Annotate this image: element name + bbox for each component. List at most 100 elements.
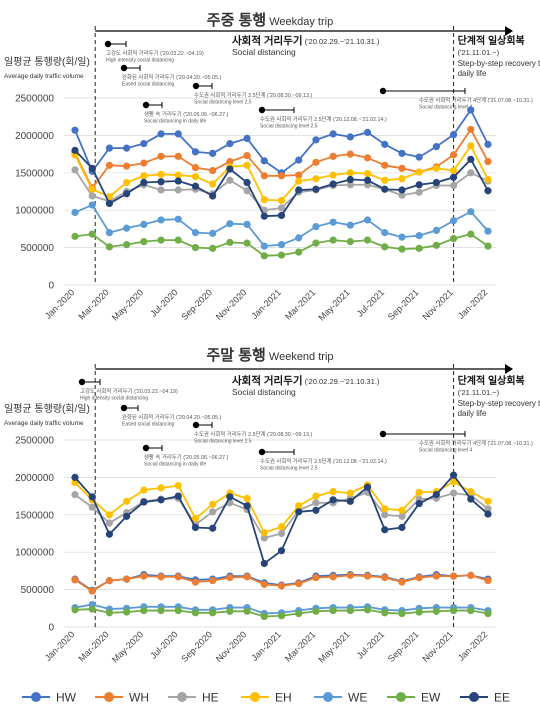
arrowhead bbox=[505, 26, 513, 36]
title-en: Weekend trip bbox=[266, 351, 334, 363]
x-tick-label: Sep-2020 bbox=[179, 629, 214, 664]
data-point-HE bbox=[157, 186, 165, 194]
data-point-EW bbox=[415, 608, 423, 616]
period-label: 수도권 사회적 거리두기 4단계 ('21.07.08.~10.31.) bbox=[419, 96, 533, 104]
data-point-HW bbox=[398, 149, 406, 157]
data-point-EW bbox=[467, 606, 475, 615]
chart-weekday: 주중 통행 Weekday trip 일평균 통행량(회/일) Average da… bbox=[4, 12, 540, 323]
data-point-WE bbox=[105, 229, 114, 237]
data-point-WE bbox=[277, 241, 286, 249]
data-point-HW bbox=[71, 126, 79, 134]
data-point-HW bbox=[381, 140, 389, 148]
data-point-HE bbox=[277, 529, 286, 538]
x-tick-label: Jan-2022 bbox=[456, 629, 490, 663]
data-point-EW bbox=[260, 252, 268, 260]
data-point-EE bbox=[295, 508, 303, 516]
data-point-WH bbox=[209, 166, 217, 175]
data-point-WH bbox=[88, 587, 96, 595]
legend-marker bbox=[250, 692, 260, 702]
data-point-EW bbox=[174, 236, 182, 244]
data-point-EW bbox=[88, 605, 96, 613]
period-label: 완화된 사회적 거리두기 ('20.04.20.~05.05.) bbox=[122, 73, 222, 81]
data-point-EH bbox=[312, 492, 320, 500]
data-point-WH bbox=[209, 577, 217, 585]
data-point-WH bbox=[243, 151, 251, 160]
y-axis-label: 일평균 통행량(회/일) bbox=[4, 403, 90, 415]
period-label-en: Social distancing in daily life bbox=[144, 119, 206, 125]
y-tick-label: 2500000 bbox=[15, 436, 54, 447]
period-label: 완화된 사회적 거리두기 ('20.04.20.~05.05.) bbox=[122, 413, 222, 421]
data-point-HE bbox=[88, 503, 96, 511]
data-point-WH bbox=[260, 580, 268, 588]
data-point-WH bbox=[295, 580, 303, 588]
data-point-EE bbox=[71, 146, 79, 154]
data-point-WE bbox=[260, 242, 268, 250]
title-ko: 주말 통행 bbox=[206, 346, 265, 364]
data-point-HW bbox=[312, 136, 320, 144]
data-point-EW bbox=[277, 251, 286, 259]
legend-marker bbox=[469, 692, 479, 702]
x-tick-label: Mar-2021 bbox=[283, 629, 317, 663]
data-point-EW bbox=[346, 606, 354, 615]
data-point-HE bbox=[88, 192, 96, 200]
legend-label: WE bbox=[348, 691, 367, 705]
data-point-HW bbox=[123, 144, 131, 152]
x-tick-label: Jan-2022 bbox=[456, 287, 490, 321]
data-point-EW bbox=[123, 241, 131, 249]
annotation-recovery-en: Step-by-step recovery to bbox=[458, 59, 540, 68]
data-point-HE bbox=[71, 166, 79, 174]
data-point-EW bbox=[209, 244, 217, 252]
data-point-HE bbox=[226, 176, 234, 184]
data-point-WE bbox=[346, 221, 354, 229]
data-point-EW bbox=[312, 239, 320, 247]
period-label: 수도권 사회적 거리두기 2.5단계 ('20.08.30.~09.13.) bbox=[194, 430, 312, 438]
data-point-EE bbox=[329, 496, 337, 504]
data-point-HW bbox=[449, 131, 458, 139]
y-tick-label: 1000000 bbox=[15, 206, 54, 217]
data-point-EW bbox=[295, 609, 303, 618]
data-point-EE bbox=[415, 181, 423, 189]
data-point-EW bbox=[191, 244, 200, 252]
x-tick-label: Nov-2021 bbox=[420, 287, 455, 322]
data-point-EW bbox=[105, 243, 114, 251]
data-point-WH bbox=[277, 582, 286, 590]
x-tick-label: Sep-2021 bbox=[386, 287, 421, 322]
x-tick-label: Nov-2021 bbox=[420, 629, 455, 664]
data-point-EH bbox=[209, 500, 217, 508]
period-label: 생활 속 거리두기 ('20.05.06.~06.27.) bbox=[144, 110, 229, 118]
annotation-social-distancing-en: Social distancing bbox=[232, 387, 296, 397]
data-point-WE bbox=[191, 229, 200, 237]
data-point-EE bbox=[467, 155, 475, 163]
data-point-HW bbox=[346, 133, 354, 141]
y-tick-label: 2000000 bbox=[15, 473, 54, 484]
data-point-EH bbox=[467, 488, 475, 496]
data-point-HW bbox=[174, 130, 182, 138]
data-point-EE bbox=[346, 497, 354, 505]
data-point-EH bbox=[88, 185, 96, 193]
data-point-EH bbox=[260, 196, 268, 204]
data-point-WH bbox=[467, 125, 475, 134]
period-label-en: Social distancing level 2.5 bbox=[260, 124, 318, 130]
data-point-HW bbox=[295, 156, 303, 164]
data-point-EH bbox=[140, 486, 148, 494]
data-point-HE bbox=[449, 181, 458, 190]
data-point-WH bbox=[329, 152, 337, 160]
data-point-WH bbox=[363, 572, 372, 580]
data-point-EW bbox=[484, 242, 492, 250]
data-point-EH bbox=[363, 169, 372, 178]
annotation-recovery-en: Step-by-step recovery to bbox=[458, 399, 540, 408]
period-label: 고강도 사회적 거리두기 ('20.03.22.~04.19) bbox=[106, 49, 204, 57]
data-point-EE bbox=[226, 493, 234, 501]
y-axis-label: 일평균 통행량(회/일) bbox=[4, 56, 90, 68]
data-point-WH bbox=[157, 573, 165, 581]
data-point-EE bbox=[260, 559, 268, 568]
data-point-WE bbox=[329, 218, 337, 226]
data-point-EE bbox=[312, 506, 320, 514]
data-point-WH bbox=[415, 574, 423, 582]
data-point-EE bbox=[88, 164, 96, 172]
data-point-EE bbox=[174, 492, 182, 500]
data-point-WE bbox=[295, 234, 303, 242]
data-point-WH bbox=[381, 574, 389, 582]
data-point-WH bbox=[346, 571, 354, 579]
data-point-EW bbox=[381, 243, 389, 251]
